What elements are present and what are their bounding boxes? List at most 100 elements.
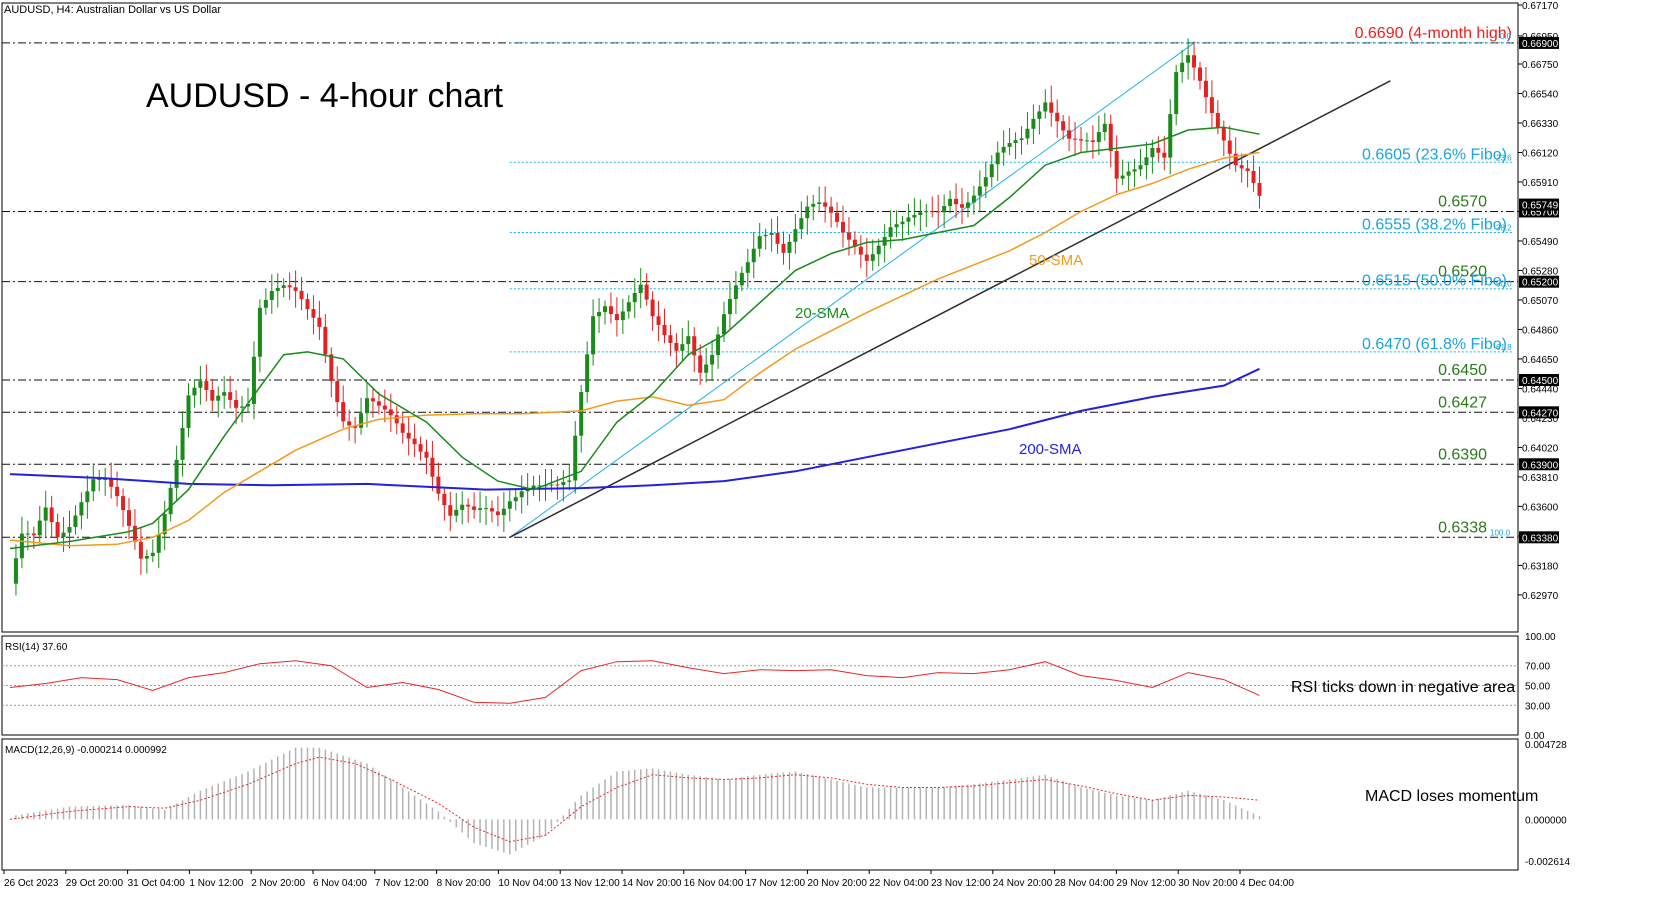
candle-body: [132, 525, 137, 542]
rsi-axis-label: 0.00: [1525, 731, 1545, 742]
time-axis-label: 17 Nov 12:00: [746, 878, 806, 889]
candle-body: [620, 311, 625, 321]
candle-body: [186, 395, 191, 428]
macd-pane-frame: [1, 738, 1519, 871]
candle-body: [31, 533, 36, 536]
candle-body: [275, 287, 280, 291]
time-axis-label: 6 Nov 04:00: [313, 878, 367, 889]
candle-body: [614, 314, 619, 321]
time-axis-label: 7 Nov 12:00: [375, 878, 429, 889]
candle-body: [1007, 142, 1012, 147]
price-axis-tick-label: 0.66750: [1522, 60, 1559, 71]
candle-body: [418, 444, 423, 452]
candle-body: [1257, 182, 1262, 196]
time-axis-label: 23 Nov 12:00: [931, 878, 991, 889]
candle-body: [424, 451, 429, 458]
candle-body: [1031, 118, 1036, 129]
candle-body: [769, 233, 774, 235]
price-axis-tick-label: 0.64440: [1522, 384, 1559, 395]
candle-body: [1102, 123, 1107, 133]
rsi-axis-label: 30.00: [1525, 701, 1550, 712]
level-axis-tag: 0.64500: [1522, 376, 1559, 387]
rsi-axis-label: 70.00: [1525, 662, 1550, 673]
candle-body: [579, 392, 584, 436]
candle-body: [704, 364, 709, 373]
rsi-pane: RSI(14) 37.60 100.00 70.00 50.00 30.00 0.00 RS…: [1, 632, 1556, 742]
candle-body: [805, 206, 810, 219]
candle-body: [103, 478, 108, 480]
rsi-axis-label: 100.00: [1525, 632, 1556, 643]
rsi-line: [9, 660, 1260, 704]
time-axis-label: 24 Nov 20:00: [993, 878, 1053, 889]
candle-body: [400, 423, 405, 433]
price-axis-tick-label: 0.65070: [1522, 296, 1559, 307]
candle-body: [597, 312, 602, 317]
candle-body: [1180, 62, 1185, 73]
macd-axis-label: -0.002614: [1525, 857, 1570, 868]
rsi-annotation: RSI ticks down in negative area: [1291, 679, 1515, 696]
candle-body: [1001, 146, 1006, 153]
candle-body: [127, 510, 131, 526]
support-trendline: [509, 80, 1391, 538]
candle-body: [287, 285, 292, 288]
candle-body: [240, 406, 245, 408]
fibo-pct-label: 0.0: [1500, 32, 1512, 41]
candle-body: [989, 164, 994, 178]
candle-body: [1055, 112, 1060, 122]
candle-body: [436, 476, 441, 494]
candle-body: [1025, 128, 1030, 139]
candle-body: [359, 413, 364, 428]
candle-body: [19, 533, 24, 559]
candle-body: [1150, 147, 1155, 158]
candle-body: [1108, 123, 1113, 152]
level-label: 0.6338: [1438, 519, 1487, 536]
candle-body: [293, 287, 298, 291]
candle-body: [495, 511, 500, 516]
candle-body: [1037, 111, 1042, 119]
candle-body: [662, 324, 667, 336]
fibo-pct-label: 100.0: [1490, 528, 1511, 537]
candle-body: [668, 335, 673, 343]
candle-body: [519, 491, 524, 498]
candle-body: [472, 506, 477, 510]
candle-body: [876, 245, 881, 255]
rsi-axis-label: 50.00: [1525, 682, 1550, 693]
candle-body: [537, 485, 542, 487]
level-axis-tag-bg: [1519, 36, 1559, 49]
level-axis-tag: 0.65200: [1522, 278, 1559, 289]
candle-body: [1198, 67, 1202, 81]
candle-body: [198, 381, 203, 388]
candle-body: [454, 509, 459, 516]
candle-body: [43, 507, 48, 521]
level-label: 0.6390: [1438, 446, 1487, 463]
candle-body: [394, 415, 399, 424]
level-axis-tag-bg: [1519, 531, 1559, 544]
price-axis-tick-label: 0.65910: [1522, 178, 1559, 189]
candle-body: [216, 395, 221, 401]
candle-body: [25, 533, 30, 535]
candle-body: [775, 233, 780, 244]
candle-body: [811, 203, 816, 207]
candle-body: [591, 316, 596, 355]
main-pane-frame: [1, 2, 1519, 633]
candle-body: [698, 355, 703, 373]
candle-body: [67, 526, 72, 533]
candle-body: [412, 438, 417, 445]
candle-body: [829, 206, 834, 213]
price-axis-tick-label: 0.62970: [1522, 591, 1559, 602]
candle-body: [1174, 72, 1179, 115]
candle-body: [311, 309, 316, 318]
candle-body: [573, 435, 578, 481]
candle-body: [305, 299, 310, 310]
candle-body: [1168, 114, 1173, 158]
candle-body: [751, 248, 756, 263]
candle-body: [692, 336, 697, 356]
fibo-level-label: 0.6555 (38.2% Fibo): [1362, 217, 1507, 234]
candle-body: [977, 186, 982, 196]
time-axis-label: 4 Dec 04:00: [1240, 878, 1294, 889]
candle-body: [1156, 147, 1161, 153]
price-axis-tick-label: 0.65490: [1522, 237, 1559, 248]
candle-body: [936, 211, 941, 213]
candle-body: [1221, 127, 1226, 141]
